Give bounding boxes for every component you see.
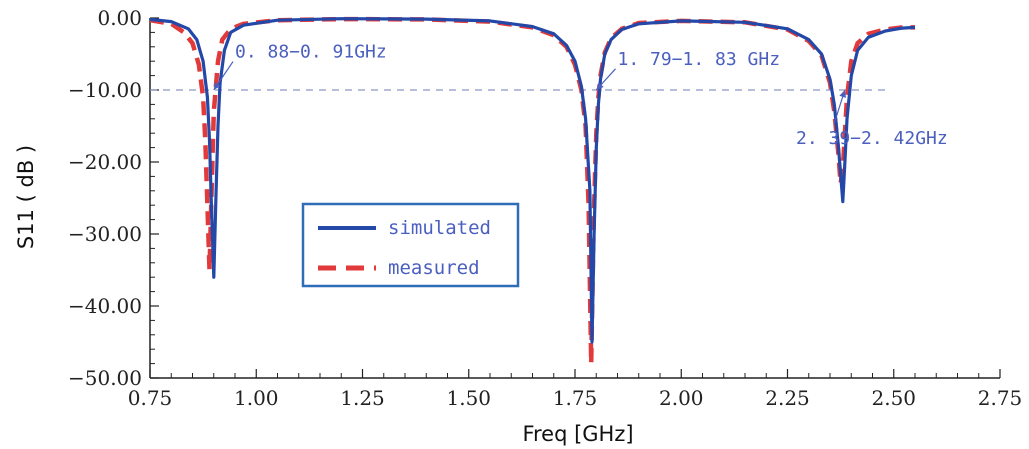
- y-tick-label: −50.00: [68, 366, 142, 390]
- x-tick-label: 1.25: [340, 386, 385, 410]
- y-tick-label: −30.00: [68, 222, 142, 246]
- x-tick-label: 1.00: [234, 386, 279, 410]
- annotations: 0. 88−0. 91GHz 1. 79−1. 83 GHz 2. 39−2. 42…: [213, 42, 948, 149]
- tick-marks: [149, 17, 1001, 379]
- annotation-arrowhead: [839, 90, 846, 98]
- legend-box: [301, 202, 520, 288]
- series-lines: [149, 16, 916, 366]
- tick-labels: 0.75 1.00 1.25 1.50 1.75 2.00 2.25 2.50 2.75 0.00…: [68, 6, 1022, 410]
- annotation-arrowhead: [213, 82, 221, 90]
- x-tick-label: 2.25: [765, 386, 810, 410]
- x-tick-label: 0.75: [128, 386, 173, 410]
- series-line-measured: [149, 16, 915, 366]
- annotation-label: 2. 39−2. 42GHz: [796, 128, 948, 149]
- x-tick-label: 2.75: [978, 386, 1023, 410]
- legend: simulated measured: [301, 202, 520, 288]
- legend-label-measured: measured: [388, 257, 480, 279]
- annotation-label: 0. 88−0. 91GHz: [235, 42, 387, 63]
- series-line-simulated: [149, 17, 916, 344]
- x-axis-label: Freq [GHz]: [522, 422, 633, 446]
- legend-label-simulated: simulated: [388, 217, 491, 239]
- y-tick-label: 0.00: [97, 6, 142, 30]
- y-tick-label: −40.00: [68, 294, 142, 318]
- y-tick-label: −20.00: [68, 150, 142, 174]
- x-tick-label: 2.00: [659, 386, 704, 410]
- annotation-label: 1. 79−1. 83 GHz: [618, 49, 781, 70]
- x-tick-label: 1.75: [553, 386, 598, 410]
- x-tick-label: 2.50: [871, 386, 916, 410]
- y-tick-label: −10.00: [68, 78, 142, 102]
- annotation-arrowhead: [596, 82, 604, 90]
- x-tick-label: 1.50: [446, 386, 491, 410]
- y-axis-label: S11 ( dB ): [14, 145, 38, 249]
